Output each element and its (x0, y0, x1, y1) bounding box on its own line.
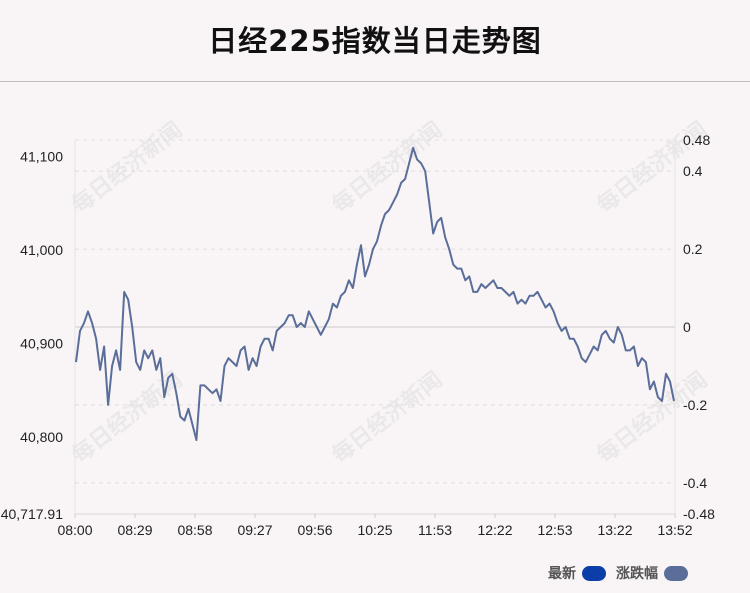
y-right-tick-label: 0.2 (683, 241, 703, 257)
y-right-tick-label: 0.48 (683, 132, 710, 148)
x-tick-label: 11:53 (418, 522, 452, 538)
legend-swatch-latest (582, 565, 606, 581)
y-right-tick-label: -0.2 (683, 397, 707, 413)
x-tick-label: 09:27 (237, 522, 272, 538)
y-left-tick-label: 40,900 (20, 336, 63, 352)
y-left-tick-label: 41,100 (20, 148, 63, 164)
legend-label-latest: 最新 (548, 566, 576, 582)
legend: 最新 涨跌幅 (548, 563, 688, 583)
y-left-tick-label: 40,717.91 (1, 506, 63, 522)
legend-swatch-change (664, 565, 688, 581)
chart-title: 日经225指数当日走势图 (208, 24, 542, 58)
legend-item-latest[interactable]: 最新 (548, 563, 606, 583)
x-tick-label: 09:56 (297, 522, 332, 538)
x-tick-label: 08:00 (57, 522, 92, 538)
y-right-tick-label: -0.4 (683, 475, 707, 491)
x-tick-label: 13:52 (657, 522, 692, 538)
y-left-tick-label: 41,000 (20, 242, 63, 258)
x-tick-label: 08:58 (177, 522, 212, 538)
y-right-tick-label: 0 (683, 319, 691, 335)
x-tick-label: 12:22 (477, 522, 512, 538)
x-tick-label: 10:25 (357, 522, 392, 538)
legend-label-change: 涨跌幅 (616, 566, 658, 582)
series-line-change (75, 146, 675, 441)
x-tick-label: 08:29 (117, 522, 152, 538)
y-right-tick-label: -0.48 (683, 506, 715, 522)
y-left-tick-label: 40,800 (20, 429, 63, 445)
legend-item-change[interactable]: 涨跌幅 (616, 563, 688, 583)
x-tick-label: 12:53 (537, 522, 572, 538)
title-divider (0, 81, 750, 82)
x-tick-label: 13:22 (597, 522, 632, 538)
y-right-tick-label: 0.4 (683, 163, 703, 179)
